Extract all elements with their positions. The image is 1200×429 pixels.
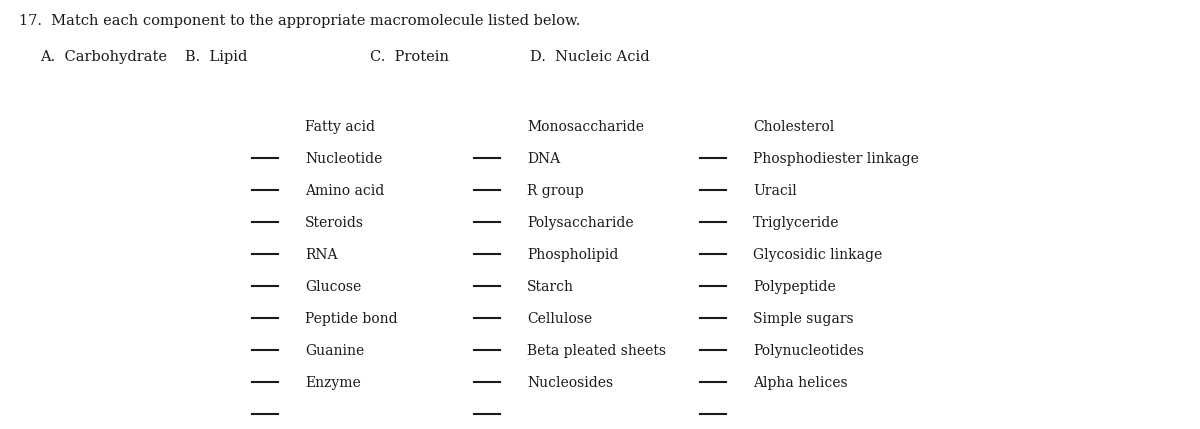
- Text: B.  Lipid: B. Lipid: [185, 50, 247, 64]
- Text: 17.  Match each component to the appropriate macromolecule listed below.: 17. Match each component to the appropri…: [19, 14, 581, 28]
- Text: Monosaccharide: Monosaccharide: [527, 120, 644, 134]
- Text: Guanine: Guanine: [305, 344, 365, 358]
- Text: Amino acid: Amino acid: [305, 184, 384, 198]
- Text: Simple sugars: Simple sugars: [754, 312, 853, 326]
- Text: Nucleotide: Nucleotide: [305, 152, 383, 166]
- Text: Polysaccharide: Polysaccharide: [527, 216, 634, 230]
- Text: Cholesterol: Cholesterol: [754, 120, 834, 134]
- Text: Fatty acid: Fatty acid: [305, 120, 374, 134]
- Text: Alpha helices: Alpha helices: [754, 376, 847, 390]
- Text: Polynucleotides: Polynucleotides: [754, 344, 864, 358]
- Text: Glycosidic linkage: Glycosidic linkage: [754, 248, 882, 262]
- Text: Enzyme: Enzyme: [305, 376, 361, 390]
- Text: DNA: DNA: [527, 152, 560, 166]
- Text: Peptide bond: Peptide bond: [305, 312, 397, 326]
- Text: A.  Carbohydrate: A. Carbohydrate: [40, 50, 167, 64]
- Text: Triglyceride: Triglyceride: [754, 216, 840, 230]
- Text: Nucleosides: Nucleosides: [527, 376, 613, 390]
- Text: R group: R group: [527, 184, 583, 198]
- Text: Cellulose: Cellulose: [527, 312, 592, 326]
- Text: D.  Nucleic Acid: D. Nucleic Acid: [530, 50, 649, 64]
- Text: Starch: Starch: [527, 280, 574, 294]
- Text: Phosphodiester linkage: Phosphodiester linkage: [754, 152, 919, 166]
- Text: Beta pleated sheets: Beta pleated sheets: [527, 344, 666, 358]
- Text: Polypeptide: Polypeptide: [754, 280, 835, 294]
- Text: Steroids: Steroids: [305, 216, 364, 230]
- Text: Uracil: Uracil: [754, 184, 797, 198]
- Text: RNA: RNA: [305, 248, 337, 262]
- Text: Glucose: Glucose: [305, 280, 361, 294]
- Text: C.  Protein: C. Protein: [370, 50, 449, 64]
- Text: Phospholipid: Phospholipid: [527, 248, 618, 262]
